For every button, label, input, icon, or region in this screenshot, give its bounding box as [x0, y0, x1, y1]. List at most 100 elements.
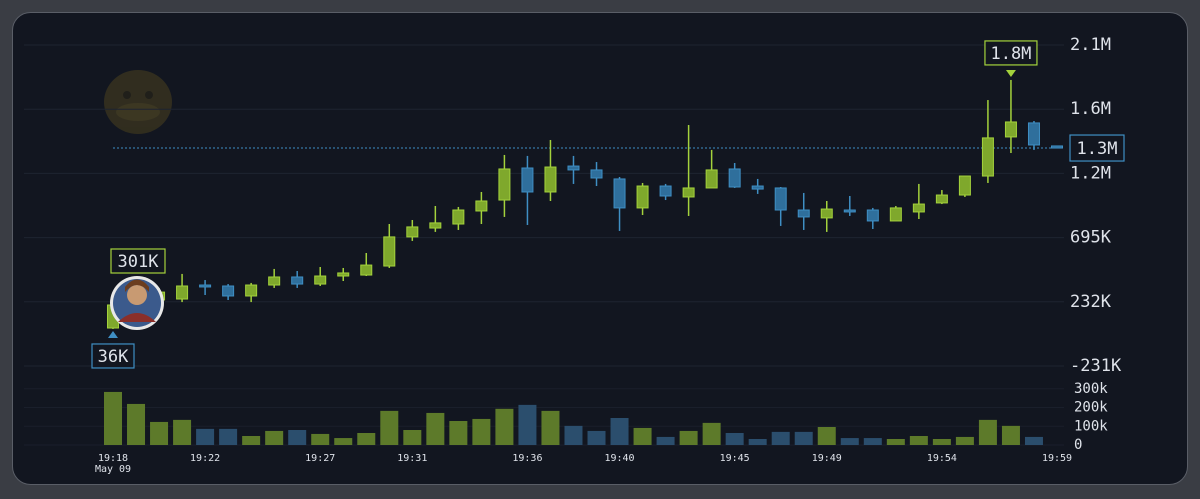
- x-tick-label: 19:22: [190, 453, 220, 464]
- candle-body: [705, 169, 718, 189]
- high-label-box: [984, 40, 1038, 66]
- candle-body: [567, 165, 580, 171]
- y-tick-label: 232K: [1070, 292, 1112, 312]
- candle-body: [774, 187, 787, 211]
- volume-bar: [932, 439, 951, 445]
- x-tick-label: 19:36: [512, 453, 542, 464]
- volume-bar: [127, 403, 146, 445]
- volume-bar: [265, 430, 284, 445]
- volume-bar: [587, 430, 606, 445]
- volume-bar: [357, 433, 376, 445]
- y-tick-label: -231K: [1070, 356, 1122, 376]
- volume-bar: [633, 427, 652, 445]
- candle-body: [406, 226, 419, 238]
- candle-body: [659, 185, 672, 197]
- low-label-box: [91, 343, 135, 369]
- volume-tick-label: 200k: [1074, 400, 1108, 416]
- volume-tick-label: 300k: [1074, 381, 1108, 397]
- candle-body: [981, 137, 994, 177]
- volume-bar: [518, 404, 537, 445]
- volume-bar: [288, 430, 307, 445]
- candle-body: [291, 276, 304, 285]
- volume-bar: [679, 430, 698, 445]
- volume-bar: [886, 439, 905, 445]
- candle-body: [498, 168, 511, 201]
- volume-bar: [472, 418, 491, 445]
- candle-body: [935, 194, 948, 204]
- candle-body: [728, 168, 741, 188]
- candle-body: [1051, 145, 1063, 149]
- candle-body: [843, 209, 856, 213]
- x-tick-label: 19:59: [1042, 453, 1072, 464]
- marker-text-box: [110, 248, 166, 274]
- volume-bar: [150, 421, 169, 445]
- volume-bar: [1001, 425, 1020, 445]
- volume-bar: [840, 438, 859, 445]
- candle-body: [544, 166, 557, 193]
- candle-body: [797, 209, 810, 218]
- candle-body: [636, 185, 649, 209]
- volume-bar: [564, 425, 583, 445]
- candle-body: [314, 275, 327, 285]
- volume-tick-label: 0: [1074, 437, 1082, 453]
- candle-body: [360, 264, 373, 276]
- candle-body: [889, 207, 902, 222]
- volume-bar: [817, 427, 836, 445]
- candle-body: [613, 178, 626, 209]
- volume-tick-label: 100k: [1074, 418, 1108, 434]
- volume-bar: [748, 439, 767, 445]
- y-tick-label: 1.6M: [1070, 99, 1111, 119]
- volume-bar: [541, 410, 560, 445]
- x-tick-label: 19:49: [812, 453, 842, 464]
- x-tick-label: 19:45: [720, 453, 750, 464]
- volume-bar: [771, 431, 790, 445]
- candle-body: [958, 175, 971, 196]
- volume-bar: [311, 433, 330, 445]
- candle-body: [820, 208, 833, 219]
- volume-bar: [863, 438, 882, 445]
- x-tick-label: 19:54: [927, 453, 957, 464]
- candle-body: [521, 167, 534, 193]
- volume-bar: [978, 419, 997, 445]
- volume-bar: [702, 422, 721, 445]
- candle-body: [751, 185, 764, 190]
- volume-bar: [656, 436, 675, 445]
- candle-body: [176, 285, 189, 300]
- volume-bar: [1024, 436, 1043, 445]
- candle-body: [475, 200, 488, 212]
- y-tick-label: 2.1M: [1070, 35, 1111, 55]
- volume-bar: [380, 410, 399, 445]
- volume-bar: [334, 438, 353, 445]
- volume-bar: [610, 418, 629, 445]
- volume-bar: [242, 436, 261, 445]
- candle-body: [222, 285, 235, 297]
- avatar: [110, 276, 164, 330]
- volume-bar: [794, 431, 813, 445]
- candle-body: [199, 284, 212, 288]
- last-price-label: 1.3M: [1077, 139, 1118, 159]
- low-label: 36K: [98, 347, 129, 367]
- candle-body: [1027, 122, 1040, 146]
- x-tick-label: 19:27: [305, 453, 335, 464]
- volume-bar: [495, 408, 514, 445]
- candle-body: [429, 222, 442, 229]
- candle-body: [682, 187, 695, 198]
- candle-body: [866, 209, 879, 222]
- volume-bar: [449, 421, 468, 445]
- volume-bar: [403, 430, 422, 445]
- candle-body: [383, 236, 396, 267]
- volume-bar: [909, 436, 928, 445]
- candle-body: [337, 272, 350, 277]
- candle-body: [268, 276, 281, 286]
- x-tick-label: 19:40: [604, 453, 634, 464]
- candle-body: [912, 203, 925, 213]
- volume-bar: [426, 412, 445, 445]
- candle-body: [1004, 121, 1017, 138]
- x-tick-label: 19:31: [397, 453, 427, 464]
- volume-bar: [104, 391, 122, 445]
- date-label: May 09: [95, 464, 131, 475]
- last-price-box: [1069, 134, 1125, 162]
- low-marker: [108, 330, 118, 338]
